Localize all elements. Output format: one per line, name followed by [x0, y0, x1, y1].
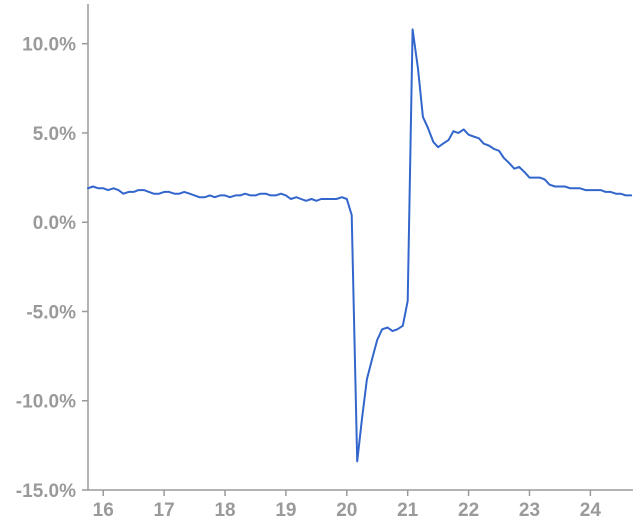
x-tick-label: 23	[519, 500, 540, 521]
series-line	[87, 28, 633, 463]
x-tick-label: 20	[336, 500, 357, 521]
y-tick-label: 0.0%	[33, 213, 76, 234]
y-axis: 10.0% 5.0% 0.0% -5.0% -10.0% -15.0%	[16, 4, 89, 502]
x-tick-label: 24	[580, 500, 602, 521]
x-tick-label: 17	[154, 500, 175, 521]
x-tick-label: 16	[93, 500, 114, 521]
x-tick-label: 22	[458, 500, 479, 521]
x-tick-label: 21	[397, 500, 419, 521]
y-tick-label: -5.0%	[26, 302, 76, 323]
y-tick-label: 5.0%	[33, 124, 76, 145]
x-tick-label: 18	[214, 500, 235, 521]
y-tick-label: -15.0%	[16, 481, 76, 502]
x-tick-label: 19	[275, 500, 296, 521]
x-axis: 16 17 18 19 20 21 22 23 24	[88, 489, 633, 521]
y-tick-label: 10.0%	[22, 35, 76, 56]
series-group	[87, 28, 633, 463]
y-tick-label: -10.0%	[16, 392, 76, 413]
